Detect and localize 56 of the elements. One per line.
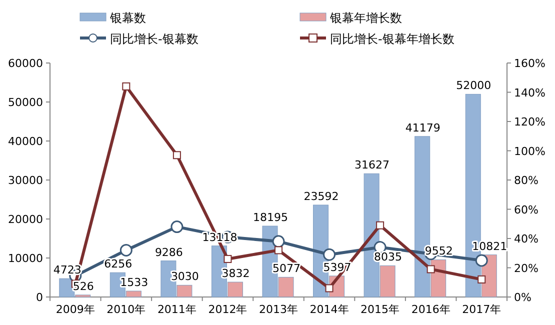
x-tick-label: 2015年 <box>360 303 400 316</box>
y-tick-label: 0 <box>36 291 43 304</box>
y2-tick-label: 160% <box>514 57 546 70</box>
data-label: 8035 <box>374 250 402 264</box>
y-tick-label: 10000 <box>8 252 43 265</box>
legend-label: 银幕年增长数 <box>329 11 402 25</box>
data-label: 1533 <box>120 276 148 290</box>
y2-tick-label: 120% <box>514 116 546 128</box>
point <box>172 151 181 160</box>
point <box>224 254 232 263</box>
x-tick-label: 2012年 <box>208 303 248 316</box>
y2-tick-label: 100% <box>514 144 546 158</box>
legend-label: 同比增长-银幕年增长数 <box>330 32 454 46</box>
point <box>122 82 130 90</box>
data-label: 52000 <box>456 79 492 92</box>
point <box>426 265 435 274</box>
data-label: 9286 <box>154 246 183 259</box>
data-label: 10821 <box>472 240 508 253</box>
data-label: 3832 <box>222 267 250 280</box>
y-tick-label: 50000 <box>8 96 43 109</box>
x-tick-label: 2013年 <box>259 303 298 316</box>
data-label: 18195 <box>253 211 288 224</box>
x-tick-label: 2017年 <box>462 303 502 316</box>
data-label: 526 <box>72 280 94 293</box>
y2-tick-label: 0% <box>514 291 532 304</box>
y2-tick-label: 140% <box>514 86 546 100</box>
y-tick-label: 40000 <box>8 135 43 148</box>
data-label: 3030 <box>170 270 199 284</box>
point <box>323 248 336 261</box>
y2-tick-label: 80% <box>514 174 538 187</box>
data-label: 6256 <box>104 258 132 271</box>
legend-label: 银幕数 <box>109 11 146 25</box>
data-label: 5077 <box>272 262 300 276</box>
point <box>376 221 384 230</box>
y-tick-label: 60000 <box>8 57 43 70</box>
x-tick-label: 2014年 <box>310 303 349 316</box>
y-tick-label: 20000 <box>8 213 43 226</box>
point <box>325 284 334 292</box>
x-tick-label: 2016年 <box>411 303 450 316</box>
data-label: 31627 <box>354 158 390 172</box>
y-tick-label: 30000 <box>8 174 43 187</box>
point <box>274 246 282 254</box>
data-label: 23592 <box>304 190 339 203</box>
data-label: 41179 <box>405 121 440 134</box>
x-tick-label: 2011年 <box>157 303 196 316</box>
y2-tick-label: 20% <box>514 262 538 275</box>
point <box>170 220 184 234</box>
point <box>475 254 488 267</box>
legend-label: 同比增长-银幕数 <box>110 32 198 46</box>
point <box>478 275 486 284</box>
point <box>120 244 132 256</box>
y2-tick-label: 60% <box>514 203 538 216</box>
x-tick-label: 2009年 <box>56 303 95 316</box>
point <box>272 235 285 248</box>
y2-tick-label: 40% <box>514 232 538 246</box>
x-tick-label: 2010年 <box>106 303 146 316</box>
